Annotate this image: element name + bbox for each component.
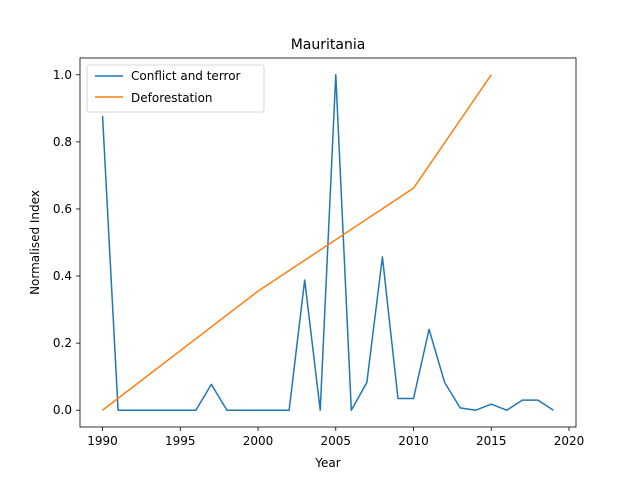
chart-title: Mauritania bbox=[291, 37, 366, 53]
y-tick-label: 0.8 bbox=[53, 135, 72, 149]
legend-label-deforestation: Deforestation bbox=[131, 91, 213, 105]
x-tick-label: 1990 bbox=[87, 434, 118, 448]
x-tick-label: 2010 bbox=[398, 434, 429, 448]
x-axis: 1990 1995 2000 2005 2010 2015 2020 bbox=[87, 427, 584, 448]
y-tick-label: 1.0 bbox=[53, 68, 72, 82]
legend-label-conflict-and-terror: Conflict and terror bbox=[131, 69, 241, 83]
series-line-conflict-and-terror bbox=[101, 74, 554, 411]
x-tick-label: 2000 bbox=[243, 434, 274, 448]
y-tick-label: 0.0 bbox=[53, 403, 72, 417]
y-tick-label: 0.6 bbox=[53, 202, 72, 216]
plot-lines bbox=[101, 74, 554, 411]
x-tick-label: 2020 bbox=[554, 434, 585, 448]
y-axis-label: Normalised Index bbox=[28, 190, 42, 295]
y-tick-label: 0.4 bbox=[53, 269, 72, 283]
y-axis: 0.0 0.2 0.4 0.6 0.8 1.0 bbox=[53, 68, 80, 417]
x-tick-label: 1995 bbox=[165, 434, 196, 448]
plot-frame bbox=[79, 57, 577, 428]
x-tick-label: 2015 bbox=[476, 434, 507, 448]
x-tick-label: 2005 bbox=[321, 434, 352, 448]
legend-box bbox=[86, 64, 265, 113]
x-axis-label: Year bbox=[314, 456, 340, 470]
legend: Conflict and terror Deforestation bbox=[86, 64, 265, 113]
y-tick-label: 0.2 bbox=[53, 336, 72, 350]
series-line-deforestation bbox=[102, 74, 492, 411]
